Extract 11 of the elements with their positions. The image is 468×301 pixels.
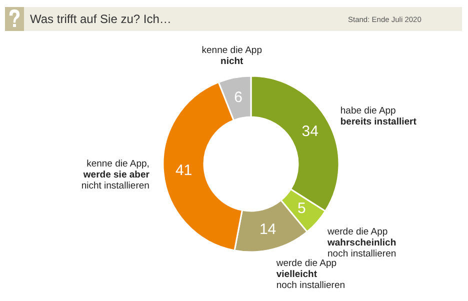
data-label: 34 xyxy=(302,122,318,140)
slice-label: werde die App wahrscheinlich noch installieren xyxy=(326,226,396,260)
chart-title: Was trifft auf Sie zu? Ich… xyxy=(30,12,172,26)
slice-label: habe die App bereits installiert xyxy=(340,105,418,128)
data-label: 14 xyxy=(259,220,276,238)
data-label: 5 xyxy=(297,200,306,218)
data-label: 41 xyxy=(175,162,192,179)
data-label: 6 xyxy=(234,89,243,106)
slice-label: kenne die App, werde sie aber nicht installieren xyxy=(81,158,150,192)
slice-label: kenne die App nicht xyxy=(202,44,262,67)
slice-label: werde die App vielleicht noch installieren xyxy=(275,258,346,291)
